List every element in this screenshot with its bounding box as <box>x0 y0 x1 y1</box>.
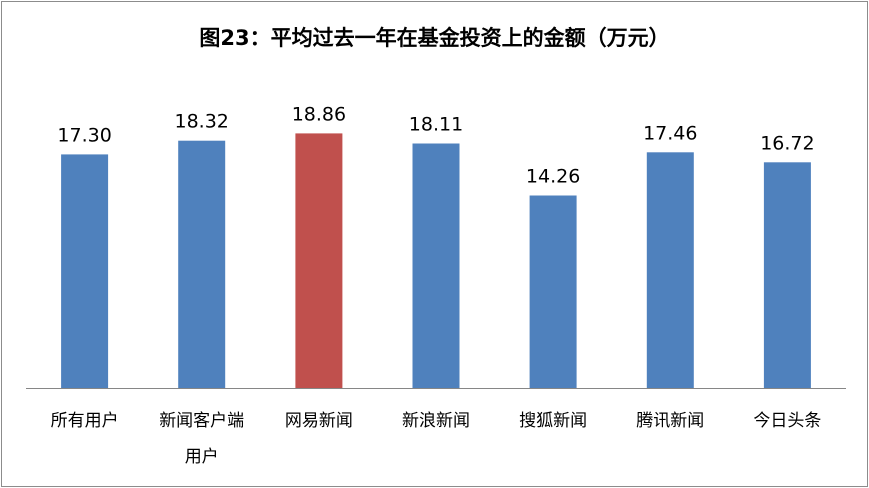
bar-0 <box>61 154 109 388</box>
bar-4 <box>529 195 577 388</box>
chart-title: 图23：平均过去一年在基金投资上的金额（万元） <box>199 26 670 50</box>
bar-1 <box>178 140 226 388</box>
value-label-2: 18.86 <box>292 103 346 125</box>
value-label-3: 18.11 <box>409 114 463 136</box>
category-label-0: 所有用户 <box>51 411 119 431</box>
category-label-3: 新浪新闻 <box>402 411 470 431</box>
category-label-2: 网易新闻 <box>285 411 353 431</box>
category-label-4: 搜狐新闻 <box>519 411 587 431</box>
category-label-1: 新闻客户端 <box>159 411 244 431</box>
bar-5 <box>646 152 694 388</box>
value-label-4: 14.26 <box>526 166 580 188</box>
bar-2 <box>295 133 343 388</box>
value-label-0: 17.30 <box>57 124 111 146</box>
value-label-5: 17.46 <box>643 122 697 144</box>
category-label-5: 腾讯新闻 <box>636 411 704 431</box>
bar-6 <box>763 162 811 388</box>
bar-3 <box>412 143 460 388</box>
value-label-1: 18.32 <box>174 111 228 133</box>
value-label-6: 16.72 <box>760 132 814 154</box>
category-label-1-line1: 用户 <box>185 447 219 467</box>
category-label-6: 今日头条 <box>753 411 821 431</box>
